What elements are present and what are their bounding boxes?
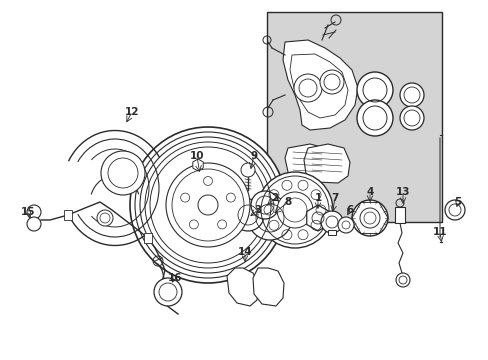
Polygon shape	[304, 144, 349, 183]
Text: 10: 10	[189, 151, 204, 161]
Circle shape	[351, 200, 387, 236]
Text: 15: 15	[20, 207, 35, 217]
Circle shape	[140, 137, 275, 273]
Bar	[64, 210, 72, 220]
Circle shape	[231, 199, 264, 231]
Circle shape	[165, 163, 249, 247]
Circle shape	[101, 151, 145, 195]
Text: 9: 9	[250, 151, 257, 161]
Circle shape	[356, 100, 392, 136]
Bar	[327, 230, 335, 235]
Text: 3: 3	[254, 205, 261, 215]
Polygon shape	[192, 159, 203, 171]
Bar	[394, 207, 404, 223]
Circle shape	[319, 70, 343, 94]
Text: 2: 2	[271, 193, 278, 203]
Bar	[266, 12, 441, 222]
Polygon shape	[252, 268, 284, 306]
Circle shape	[27, 217, 41, 231]
Text: 5: 5	[453, 197, 461, 207]
Circle shape	[150, 147, 265, 263]
Text: 4: 4	[366, 187, 373, 197]
Text: 6: 6	[346, 205, 353, 215]
Circle shape	[97, 210, 113, 226]
Bar	[143, 233, 152, 243]
Text: 1: 1	[314, 193, 321, 203]
Circle shape	[247, 196, 291, 240]
Circle shape	[337, 217, 353, 233]
Text: 14: 14	[237, 247, 252, 257]
Circle shape	[276, 192, 312, 228]
Circle shape	[241, 163, 254, 177]
Circle shape	[250, 191, 279, 219]
Circle shape	[27, 205, 41, 219]
Circle shape	[399, 83, 423, 107]
Circle shape	[130, 127, 285, 283]
Circle shape	[399, 106, 423, 130]
Text: 12: 12	[124, 107, 139, 117]
Circle shape	[257, 172, 332, 248]
Text: 16: 16	[167, 273, 182, 283]
Polygon shape	[226, 268, 259, 306]
Polygon shape	[285, 144, 329, 182]
Polygon shape	[306, 205, 328, 231]
Text: 7: 7	[331, 193, 338, 203]
Text: 11: 11	[432, 227, 447, 237]
Text: 13: 13	[395, 187, 409, 197]
Circle shape	[293, 74, 321, 102]
Circle shape	[356, 72, 392, 108]
Circle shape	[154, 278, 182, 306]
Polygon shape	[283, 40, 357, 130]
Text: 8: 8	[284, 197, 291, 207]
Circle shape	[320, 211, 342, 233]
Circle shape	[395, 273, 409, 287]
Circle shape	[359, 208, 379, 228]
